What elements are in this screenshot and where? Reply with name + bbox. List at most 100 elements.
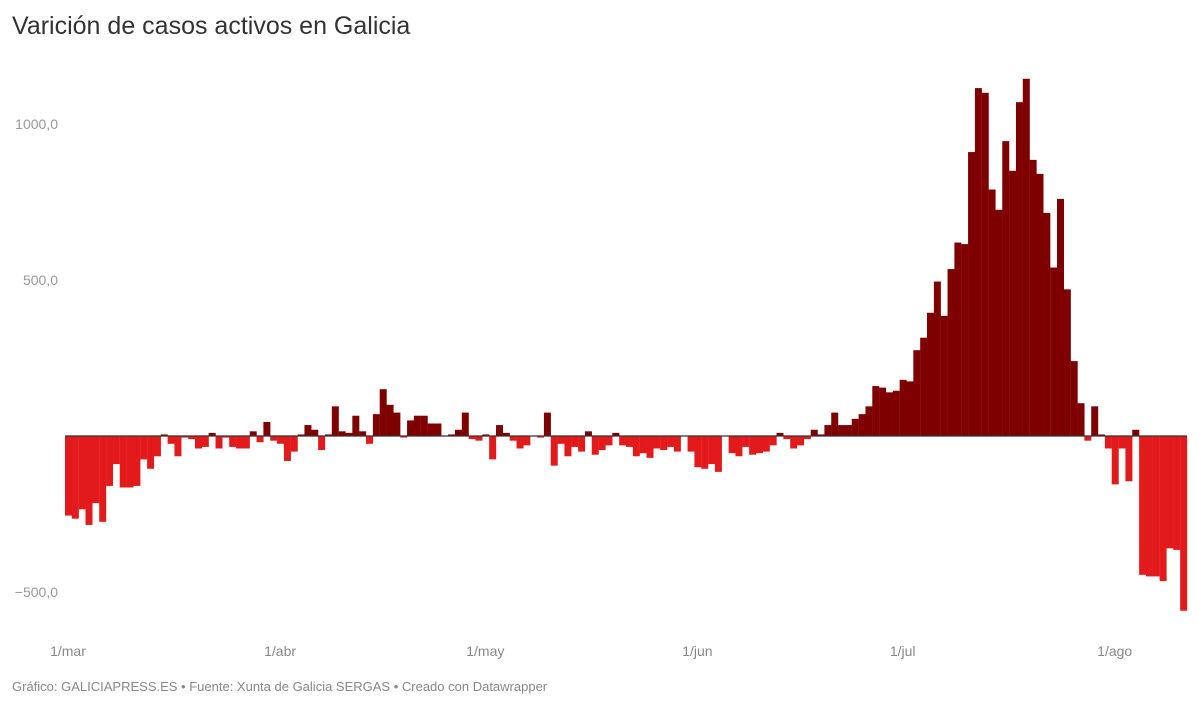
x-axis: 1/mar 1/abr 1/may 1/jun 1/jul 1/ago [50,643,1132,659]
bar [448,434,456,436]
bar [160,434,168,436]
bar [1091,406,1099,436]
bar [790,436,798,449]
bar [619,436,627,446]
bar [249,431,257,436]
bar [673,436,681,452]
bar [420,415,428,436]
bar [1015,102,1023,436]
bar [222,436,230,438]
x-tick-label: 1/abr [264,643,296,659]
bar [701,436,709,469]
bar [995,209,1003,436]
bar [920,337,928,436]
bar [359,431,367,436]
bar [728,436,736,454]
bar [1070,361,1078,436]
bar [605,436,613,446]
y-tick-label: −500,0 [15,584,58,600]
bar [885,392,893,436]
bar [140,436,148,460]
y-tick-label: 500,0 [23,272,58,288]
x-tick-label: 1/jul [890,643,916,659]
bar [352,415,360,436]
bar [92,436,100,504]
bar [1057,198,1064,436]
bar [899,379,907,436]
bar [961,244,969,436]
bar [324,434,332,436]
chart-footer: Gráfico: GALICIAPRESS.ES • Fuente: Xunta… [12,679,548,694]
bar [71,436,79,519]
bar [803,436,811,440]
bar [318,436,326,451]
y-axis: 1000,0 500,0 −500,0 [15,116,58,600]
bar [153,436,161,457]
bar [817,434,825,436]
bar [646,436,654,458]
bar [1132,429,1140,436]
bar [270,436,278,441]
bar [174,436,182,457]
bars [65,78,1188,611]
bar [981,92,989,437]
bar [769,436,777,446]
bar [1043,212,1051,436]
bar [543,412,551,436]
bar [694,436,702,468]
bar [584,431,592,436]
bar [954,242,962,436]
bar [331,406,339,436]
bar [194,436,202,449]
bar [496,425,503,436]
bar [372,414,380,436]
bar [413,415,421,436]
bar [1125,436,1133,482]
bar [1159,436,1167,582]
bar [386,404,394,436]
bar [824,425,832,436]
x-tick-label: 1/jun [682,643,712,659]
bar [653,436,661,449]
bar [475,436,483,441]
bar [133,436,141,486]
bar [468,436,476,440]
bar [229,436,237,447]
bar [1002,141,1010,436]
bar [482,434,490,436]
bar [407,420,415,436]
bar [85,436,93,525]
bar [1050,267,1058,436]
bar [762,436,770,452]
bar [106,436,114,486]
bar [78,436,86,510]
bar [283,436,291,461]
bar [947,269,955,436]
bar [1098,434,1106,436]
bar [393,412,401,436]
bar [714,436,722,472]
bar [167,436,175,444]
bar [1139,436,1147,575]
bar [831,412,839,436]
bar [927,312,935,436]
bar [277,436,285,444]
bar [742,436,750,447]
bar [366,436,374,444]
bar [537,436,545,438]
bar [236,436,244,449]
bar [256,436,264,443]
bar [434,423,442,436]
bar [988,189,996,436]
bar [783,436,791,440]
bar [1145,436,1153,577]
bar [208,432,216,436]
bar [913,350,921,436]
bar [797,436,805,446]
bar [509,436,517,441]
bar [735,436,743,457]
bar [851,418,859,436]
bar [290,436,298,452]
chart-title: Varición de casos activos en Galicia [12,12,411,40]
